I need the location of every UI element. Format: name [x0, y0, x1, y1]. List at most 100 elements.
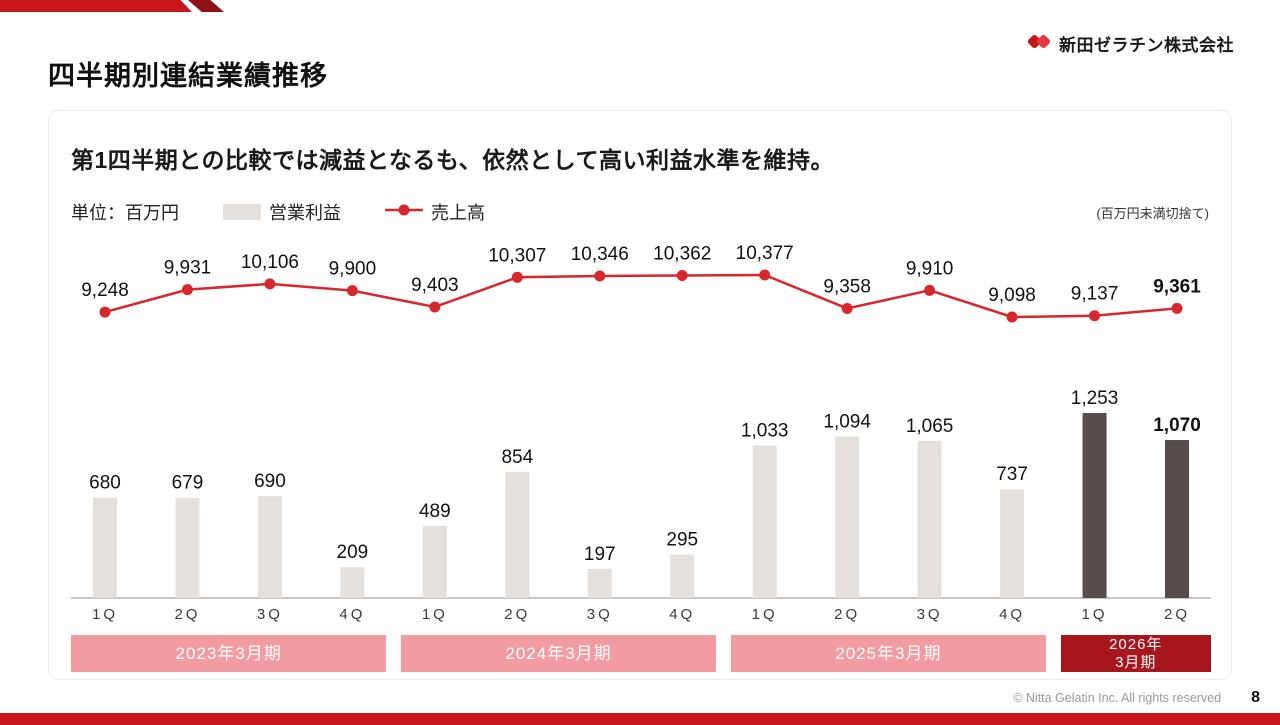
sales-value-label: 9,403	[411, 275, 459, 296]
legend-label-sales: 売上高	[431, 203, 485, 223]
sales-point	[346, 285, 358, 297]
bar-value-label: 1,094	[823, 411, 871, 432]
sales-point	[924, 284, 936, 296]
sales-value-label: 9,931	[164, 258, 212, 279]
bar-value-label: 209	[337, 542, 369, 563]
bar	[422, 525, 447, 598]
sales-value-label: 9,910	[906, 258, 954, 279]
unit-label: 単位：百万円	[71, 203, 179, 223]
quarter-label: 2Q	[174, 606, 200, 623]
sales-point	[264, 278, 276, 290]
quarter-label: 4Q	[669, 606, 695, 623]
chart-area: 680 679 690 209 489 854 197 295 1,033 1,094 1,065 7…	[71, 235, 1211, 683]
sales-point	[676, 269, 688, 281]
rounding-note: (百万円未満切捨て)	[1096, 205, 1209, 221]
footer: © Nitta Gelatin Inc. All rights reserved…	[1013, 689, 1260, 707]
sales-point	[594, 270, 606, 282]
sales-value-label: 9,361	[1153, 276, 1201, 297]
legend-item-operating-profit: 営業利益	[223, 199, 341, 225]
bar	[917, 440, 942, 598]
quarter-label: 2Q	[1164, 606, 1190, 623]
quarter-label: 4Q	[339, 606, 365, 623]
bar	[257, 496, 282, 598]
bar-value-label: 295	[666, 529, 698, 550]
bar-value-label: 1,070	[1153, 415, 1201, 436]
sales-value-label: 9,098	[988, 285, 1036, 306]
sales-point	[511, 271, 523, 283]
bar	[835, 436, 860, 598]
quarter-label: 3Q	[257, 606, 283, 623]
sales-point	[841, 302, 853, 314]
bar	[175, 497, 200, 598]
period-bands: 2023年3月期 2024年3月期 2025年3月期 2026年 3月期	[71, 635, 1211, 672]
sales-value-label: 9,248	[81, 280, 129, 301]
company-name: 新田ゼラチン株式会社	[1059, 36, 1234, 55]
sales-point	[1171, 302, 1183, 314]
quarter-label: 1Q	[1082, 606, 1108, 623]
bottom-accent-bar	[0, 713, 1280, 725]
bar	[1165, 440, 1189, 598]
bar	[93, 497, 117, 598]
bar-value-label: 679	[172, 473, 204, 494]
bar	[670, 554, 695, 598]
chart-card: 第1四半期との比較では減益となるも、依然として高い利益水準を維持。 単位：百万円…	[48, 110, 1232, 680]
sales-value-label: 10,377	[736, 243, 794, 264]
quarter-label: 1Q	[752, 606, 778, 623]
copyright-text: © Nitta Gelatin Inc. All rights reserved	[1013, 691, 1222, 705]
bar-value-label: 690	[254, 471, 286, 492]
bar-value-label: 737	[996, 464, 1028, 485]
legend-row: 単位：百万円 営業利益 売上高 (百万円未満切捨て)	[71, 199, 1209, 225]
page-number: 8	[1251, 689, 1260, 706]
sales-point	[99, 306, 111, 318]
bar	[505, 471, 530, 598]
quarter-label: 2Q	[834, 606, 860, 623]
quarter-label: 1Q	[92, 606, 118, 623]
quarter-label: 2Q	[504, 606, 530, 623]
bar	[340, 567, 365, 598]
bar-value-label: 1,033	[741, 420, 789, 441]
bar	[1000, 489, 1025, 598]
top-accent-bar	[0, 0, 240, 12]
page-title: 四半期別連結業績推移	[48, 61, 328, 91]
period-band: 2026年 3月期	[1060, 635, 1211, 672]
legend-label-operating-profit: 営業利益	[269, 203, 341, 223]
sales-line	[104, 273, 1178, 319]
legend-line-swatch	[385, 203, 423, 222]
company-logo: 新田ゼラチン株式会社	[1026, 28, 1234, 59]
sales-point	[429, 301, 441, 313]
company-logo-icon	[1026, 28, 1052, 59]
period-band: 2023年3月期	[71, 635, 387, 672]
bar	[587, 568, 612, 598]
period-band: 2025年3月期	[730, 635, 1047, 672]
quarter-label: 3Q	[917, 606, 943, 623]
bar-value-label: 680	[89, 473, 121, 494]
bar-value-label: 197	[584, 544, 616, 565]
sales-value-label: 9,358	[823, 276, 871, 297]
sales-value-label: 9,900	[329, 259, 377, 280]
quarter-label: 3Q	[587, 606, 613, 623]
quarter-label: 4Q	[999, 606, 1025, 623]
sales-point	[1089, 310, 1101, 322]
sales-value-label: 10,307	[488, 245, 546, 266]
sales-point	[1006, 311, 1018, 323]
bar	[752, 445, 777, 598]
quarter-label: 1Q	[422, 606, 448, 623]
legend-bar-swatch	[223, 204, 261, 220]
sales-value-label: 9,137	[1071, 284, 1119, 305]
headline: 第1四半期との比較では減益となるも、依然として高い利益水準を維持。	[71, 147, 834, 173]
combo-chart-svg: 680 679 690 209 489 854 197 295 1,033 1,094 1,065 7…	[71, 243, 1211, 623]
sales-value-label: 10,346	[571, 244, 629, 265]
legend-item-sales: 売上高	[385, 199, 485, 225]
bar-value-label: 1,253	[1071, 388, 1119, 409]
bar-value-label: 854	[501, 447, 533, 468]
period-band: 2024年3月期	[400, 635, 717, 672]
sales-point	[759, 269, 771, 281]
bar-value-label: 489	[419, 501, 451, 522]
bar-value-label: 1,065	[906, 416, 954, 437]
bar	[1082, 413, 1107, 598]
sales-point	[181, 284, 193, 296]
legend-line-dot	[398, 204, 410, 215]
top-accent-main	[0, 0, 192, 12]
sales-value-label: 10,106	[241, 252, 299, 273]
